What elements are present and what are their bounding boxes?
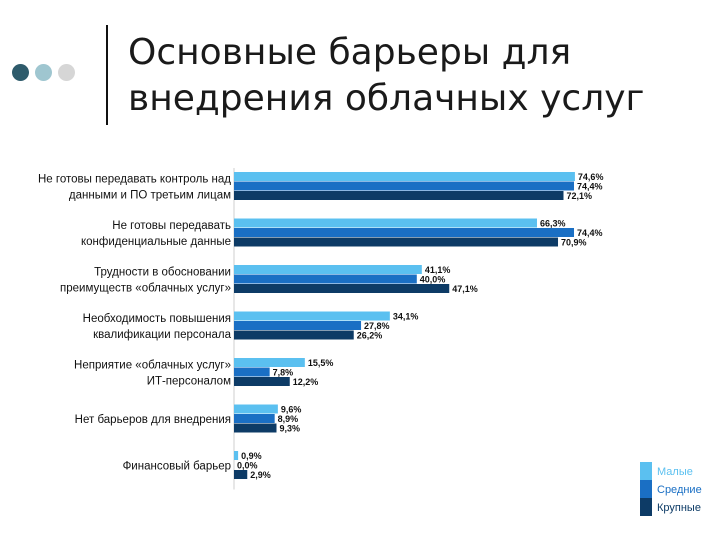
category-label: Не готовы передавать контроль над bbox=[38, 173, 231, 185]
slide-title: Основные барьеры для внедрения облачных … bbox=[128, 30, 644, 122]
data-label: 9,6% bbox=[281, 405, 302, 415]
data-label: 74,6% bbox=[578, 172, 604, 182]
decor-dot-2 bbox=[35, 64, 52, 81]
data-label: 66,3% bbox=[540, 219, 566, 229]
bar-small bbox=[234, 404, 278, 414]
data-label: 41,1% bbox=[425, 265, 451, 275]
bar-small bbox=[234, 451, 239, 460]
bar-small bbox=[234, 218, 537, 228]
bar-small bbox=[234, 172, 575, 181]
data-label: 26,2% bbox=[357, 331, 383, 341]
bar-small bbox=[234, 311, 390, 321]
bar-medium bbox=[234, 367, 270, 377]
category-label: Нет барьеров для внедрения bbox=[75, 414, 231, 426]
category-label: Не готовы передавать bbox=[112, 220, 231, 232]
slide-title-line-1: Основные барьеры для bbox=[128, 32, 572, 73]
bar-medium bbox=[234, 274, 417, 284]
data-label: 2,9% bbox=[250, 470, 271, 480]
data-label: 7,8% bbox=[273, 368, 294, 378]
category-label: данными и ПО третьим лицам bbox=[69, 189, 231, 201]
bar-large bbox=[234, 423, 277, 433]
bar-medium bbox=[234, 414, 275, 423]
bar-large bbox=[234, 330, 354, 340]
data-label: 74,4% bbox=[577, 182, 603, 192]
category-label: Необходимость повышения bbox=[83, 313, 231, 325]
data-label: 74,4% bbox=[577, 228, 603, 238]
bar-large bbox=[234, 191, 564, 200]
category-label: Финансовый барьер bbox=[123, 460, 231, 472]
data-label: 9,3% bbox=[280, 424, 301, 434]
bar-large bbox=[234, 377, 290, 386]
slide-title-line-2: внедрения облачных услуг bbox=[128, 78, 645, 119]
category-label: ИТ-персоналом bbox=[147, 375, 231, 387]
data-label: 8,9% bbox=[278, 414, 299, 424]
bar-medium bbox=[234, 181, 575, 191]
data-label: 47,1% bbox=[452, 284, 478, 294]
legend-label: Средние bbox=[657, 484, 702, 496]
data-label: 72,1% bbox=[566, 191, 592, 201]
data-label: 0,0% bbox=[237, 461, 258, 471]
legend-swatch bbox=[640, 480, 652, 498]
bar-medium bbox=[234, 321, 362, 330]
data-label: 27,8% bbox=[364, 321, 390, 331]
data-label: 0,9% bbox=[241, 451, 262, 461]
data-label: 40,0% bbox=[420, 275, 446, 285]
bar-large bbox=[234, 237, 559, 247]
decorative-dots bbox=[12, 64, 75, 81]
legend-label: Малые bbox=[657, 466, 693, 478]
legend-label: Крупные bbox=[657, 502, 701, 514]
category-label: квалификации персонала bbox=[93, 329, 231, 341]
category-label: Неприятие «облачных услуг» bbox=[74, 359, 231, 371]
category-label: конфиденциальные данные bbox=[81, 236, 231, 248]
decor-dot-1 bbox=[12, 64, 29, 81]
data-label: 70,9% bbox=[561, 238, 587, 248]
category-label: преимуществ «облачных услуг» bbox=[60, 282, 231, 294]
legend-swatch bbox=[640, 498, 652, 516]
bar-medium bbox=[234, 228, 575, 237]
bar-small bbox=[234, 265, 422, 274]
data-label: 34,1% bbox=[393, 312, 419, 322]
category-label: Трудности в обосновании bbox=[94, 266, 231, 278]
decor-dot-3 bbox=[58, 64, 75, 81]
data-label: 12,2% bbox=[293, 377, 319, 387]
data-label: 15,5% bbox=[308, 358, 334, 368]
title-divider bbox=[106, 25, 108, 125]
bar-small bbox=[234, 358, 305, 367]
bar-large bbox=[234, 284, 450, 293]
bar-large bbox=[234, 470, 248, 479]
legend-swatch bbox=[640, 462, 652, 480]
